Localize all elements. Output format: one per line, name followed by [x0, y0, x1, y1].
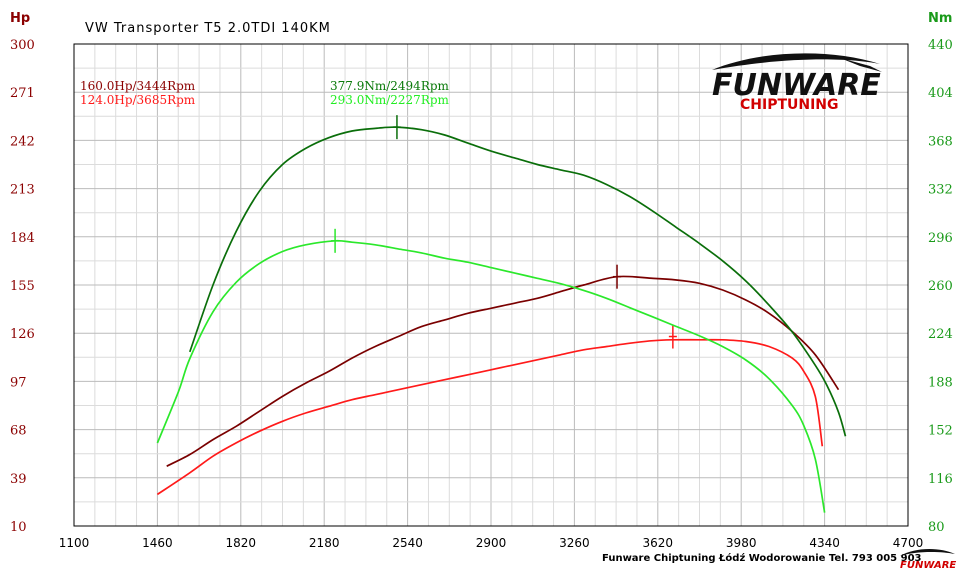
left-tick-label: 184	[10, 231, 35, 246]
chart-title: VW Transporter T5 2.0TDI 140KM	[85, 21, 331, 36]
left-tick-label: 155	[10, 279, 35, 294]
footer-logo-text: FUNWARE	[900, 560, 956, 571]
car-silhouette-icon	[712, 53, 880, 70]
annotation-torque-stock: 293.0Nm/2227Rpm	[330, 93, 450, 107]
annotation-power-tuned: 160.0Hp/3444Rpm	[80, 79, 196, 93]
grid	[73, 43, 909, 527]
series-line-3	[156, 239, 826, 513]
right-tick-label: 224	[928, 327, 953, 342]
left-axis-unit: Hp	[10, 11, 30, 26]
annotation-torque-tuned: 377.9Nm/2494Rpm	[330, 79, 450, 93]
footer-text: Funware Chiptuning Łódź Wodorowanie Tel.…	[602, 552, 922, 564]
annotation-power-stock: 124.0Hp/3685Rpm	[80, 93, 196, 107]
right-axis-unit: Nm	[928, 11, 952, 26]
x-tick-label: 2180	[309, 536, 340, 550]
series-line-1	[156, 338, 824, 496]
left-tick-label: 39	[10, 472, 27, 487]
x-tick-label: 3980	[726, 536, 757, 550]
left-tick-label: 126	[10, 327, 35, 342]
x-tick-label: 1820	[226, 536, 257, 550]
left-tick-label: 10	[10, 520, 27, 535]
car-roof-icon	[840, 58, 882, 72]
left-tick-label: 97	[10, 375, 27, 390]
x-tick-label: 4700	[893, 536, 924, 550]
left-tick-label: 242	[10, 134, 35, 149]
logo-brand: FUNWARE	[712, 68, 881, 103]
series-group	[156, 115, 847, 513]
footer-logo: FUNWARE	[900, 548, 956, 571]
right-tick-label: 332	[928, 183, 953, 198]
series-line-2	[188, 126, 847, 437]
x-tick-label: 2900	[476, 536, 507, 550]
x-tick-label: 2540	[392, 536, 423, 550]
x-tick-label: 1460	[142, 536, 173, 550]
left-axis-ticks: 300 271 242 213 184 155 126 97 68 39 10	[10, 38, 35, 535]
right-tick-label: 296	[928, 231, 953, 246]
right-tick-label: 80	[928, 520, 945, 535]
x-tick-label: 3620	[643, 536, 674, 550]
right-tick-label: 152	[928, 424, 953, 439]
x-axis-ticks: 1100 1460 1820 2180 2540 2900 3260 3620 3980 4340…	[59, 536, 924, 550]
funware-logo: FUNWARE CHIPTUNING	[712, 53, 882, 113]
right-axis-ticks: 440 404 368 332 296 260 224 188 152 116 80	[928, 38, 953, 535]
x-tick-label: 4340	[809, 536, 840, 550]
left-tick-label: 271	[10, 86, 35, 101]
plot-frame	[73, 43, 909, 527]
right-tick-label: 260	[928, 279, 953, 294]
left-tick-label: 213	[10, 183, 35, 198]
x-tick-label: 1100	[59, 536, 90, 550]
x-tick-label: 3260	[559, 536, 590, 550]
right-tick-label: 188	[928, 375, 953, 390]
left-tick-label: 68	[10, 424, 27, 439]
left-tick-label: 300	[10, 38, 35, 53]
right-tick-label: 116	[928, 472, 953, 487]
series-line-0	[166, 275, 840, 467]
right-tick-label: 368	[928, 134, 953, 149]
footer-car-icon	[900, 548, 955, 556]
right-tick-label: 440	[928, 38, 953, 53]
right-tick-label: 404	[928, 86, 953, 101]
logo-sub: CHIPTUNING	[740, 97, 839, 113]
